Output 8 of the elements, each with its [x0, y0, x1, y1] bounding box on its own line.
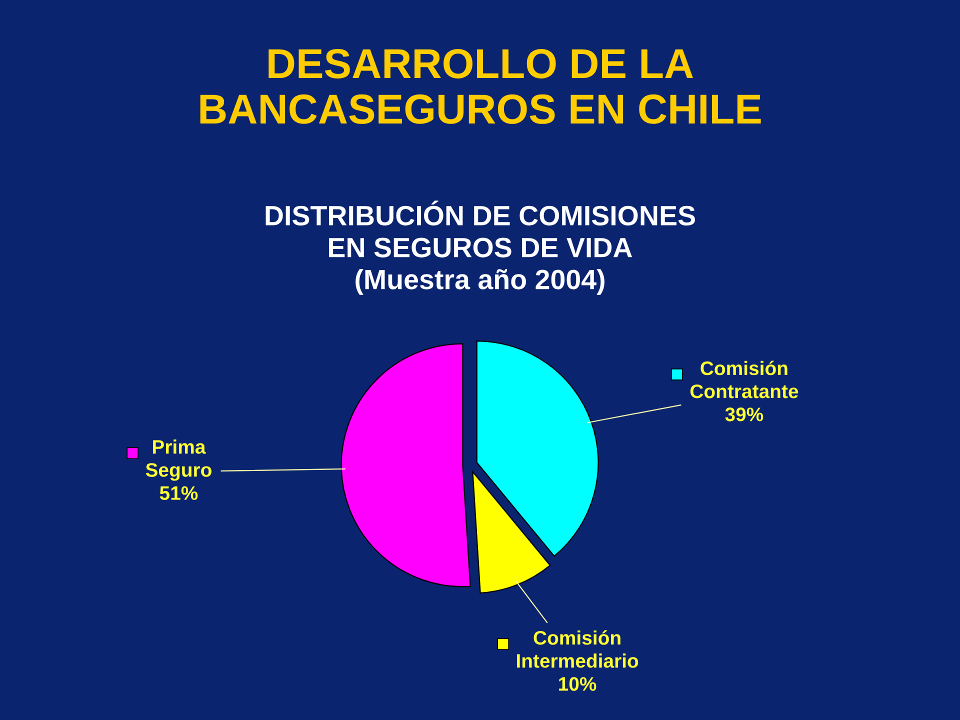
legend-label: Comisión Intermediario [516, 630, 638, 668]
data-label: 10% [559, 677, 596, 691]
chart-subtitle: DISTRIBUCIÓN DE COMISIONES EN SEGUROS DE VIDA (Muestra año 2004) [266, 200, 695, 295]
legend-label: Prima Seguro [146, 440, 212, 481]
data-label: 39% [725, 408, 764, 422]
data-label: 51% [160, 486, 198, 500]
chart-title: DESARROLLO DE LA BANCASEGUROS EN CHILE [200, 48, 761, 124]
legend-label: Comisión Contratante [690, 360, 798, 398]
